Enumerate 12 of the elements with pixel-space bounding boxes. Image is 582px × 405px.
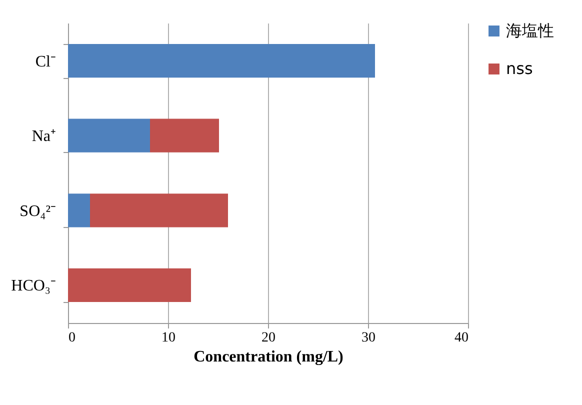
- y-tick-label: HCO₃⁻: [11, 278, 56, 295]
- y-tick-label: Cl⁻: [35, 53, 56, 70]
- y-tick-label: SO₄²⁻: [20, 202, 56, 220]
- x-tick-label: 40: [454, 330, 468, 346]
- x-tick-label: 20: [262, 330, 276, 346]
- legend-label: 海塩性: [506, 21, 554, 40]
- legend-label: nss: [506, 59, 533, 78]
- x-tick-label: 0: [68, 330, 76, 346]
- y-tick-label: Na⁺: [32, 128, 56, 146]
- x-tick-label: 30: [362, 330, 376, 346]
- x-axis-title: Concentration (mg/L): [194, 348, 344, 366]
- x-tick-label: 10: [162, 330, 176, 346]
